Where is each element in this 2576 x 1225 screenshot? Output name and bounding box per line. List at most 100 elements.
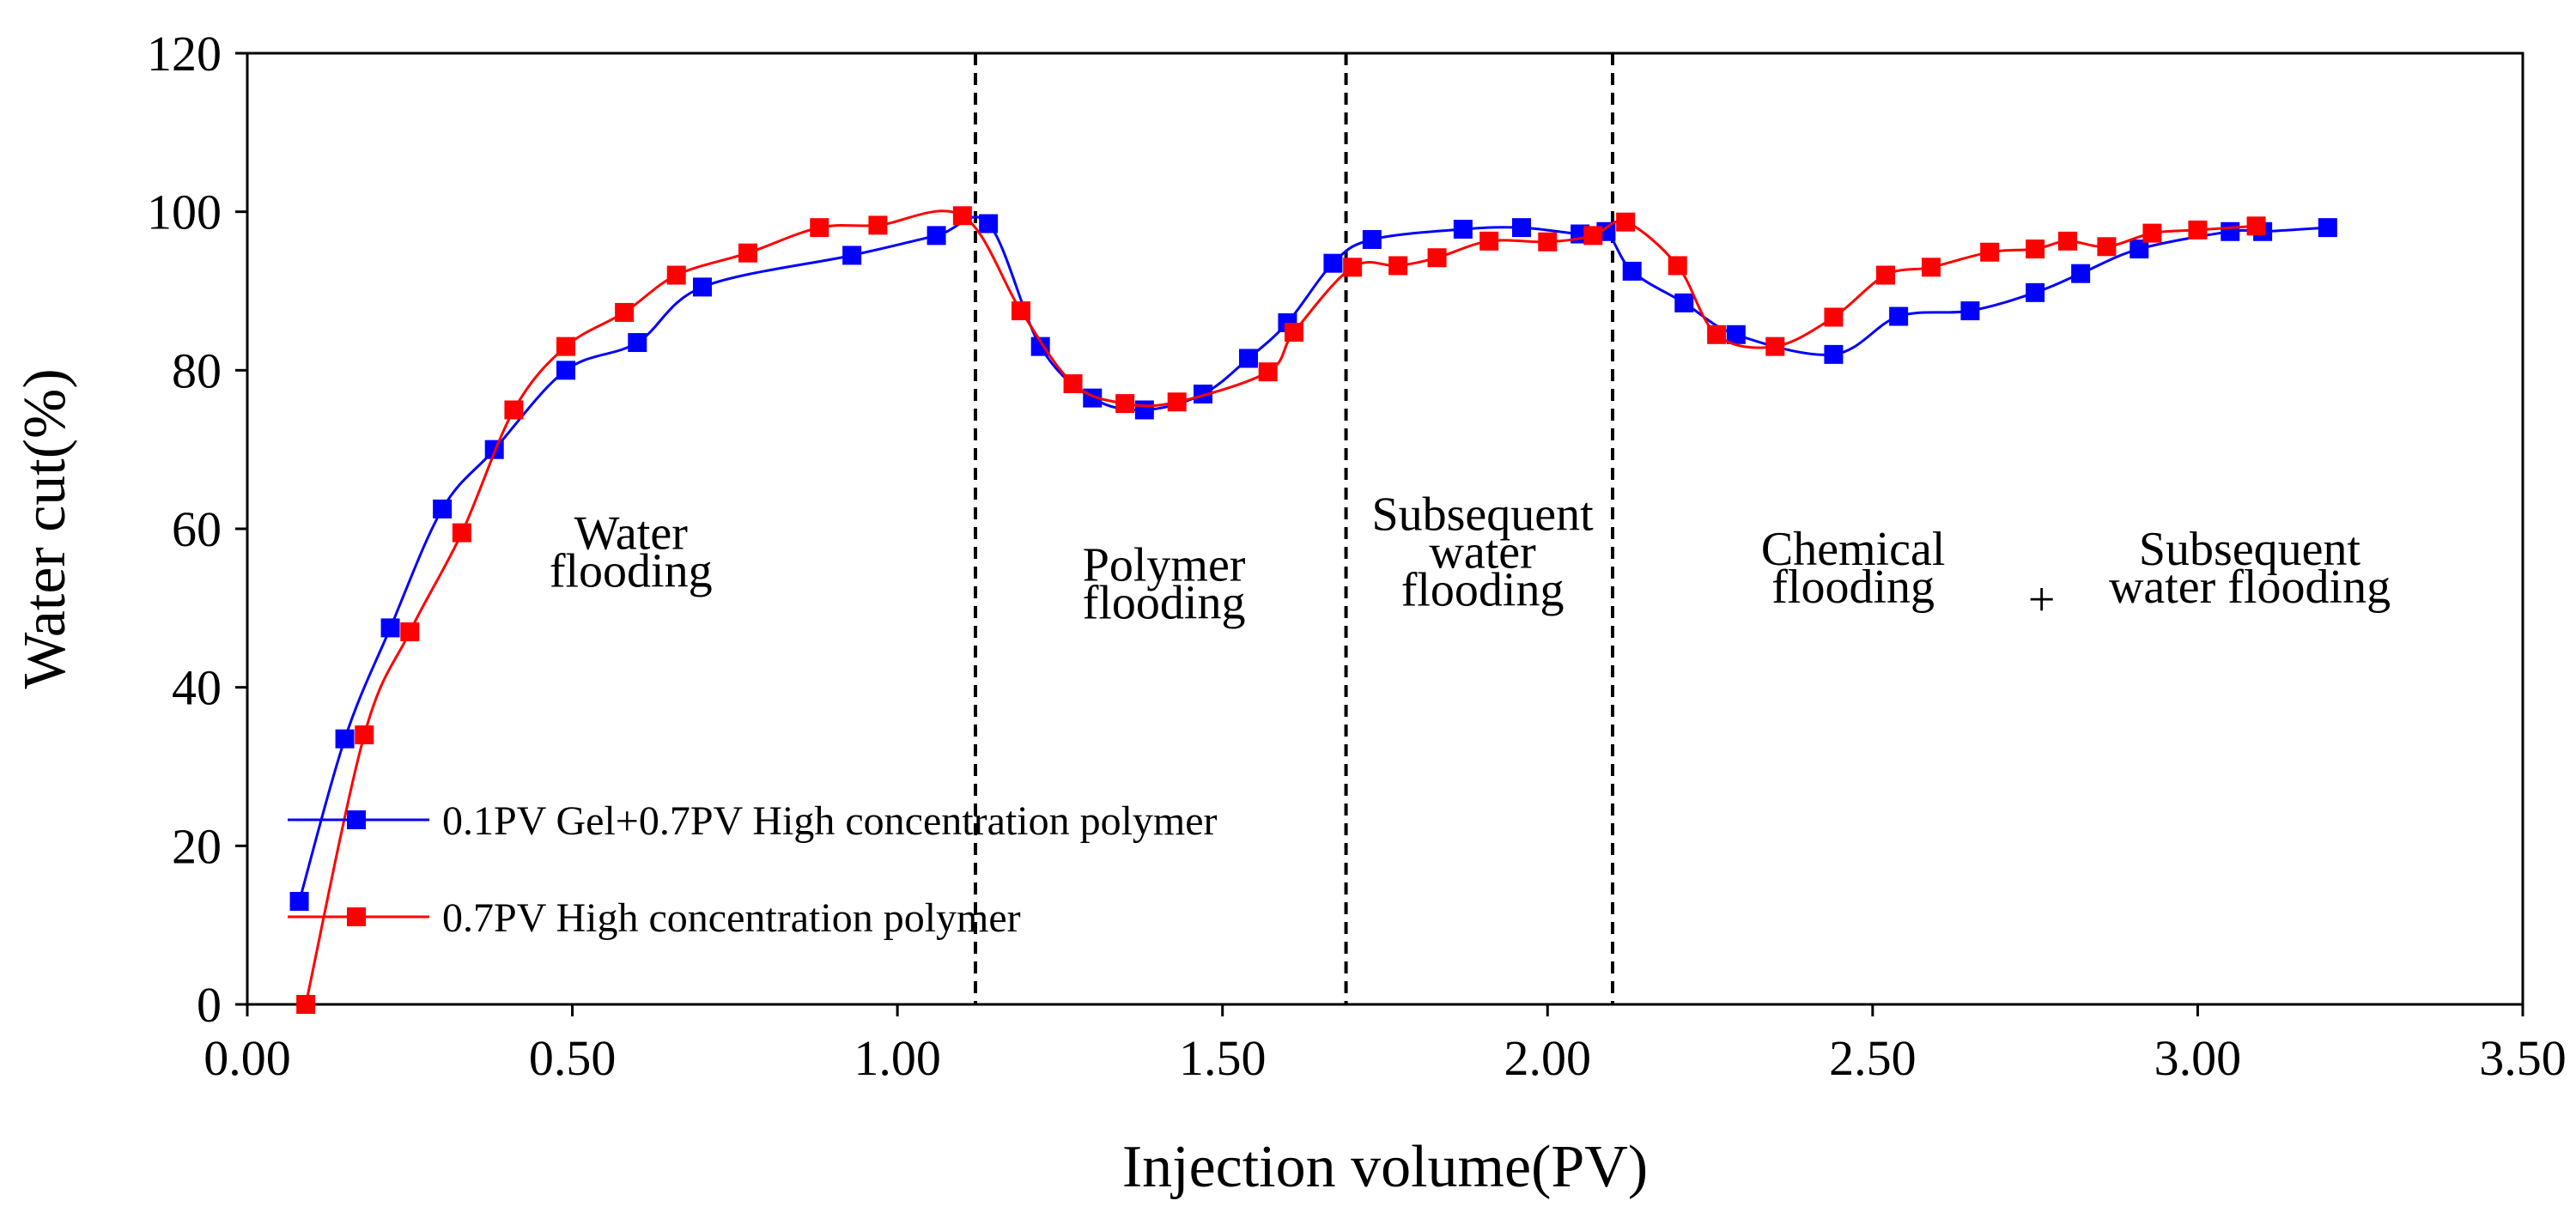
x-tick-label: 1.50 <box>1179 1030 1267 1086</box>
series-1-point <box>1622 261 1642 281</box>
series-2-point <box>1258 362 1278 382</box>
series-1-point <box>2221 221 2240 241</box>
phase-label: + <box>2028 573 2056 627</box>
series-2-point <box>2058 231 2077 251</box>
phase-label: Chemical <box>1761 523 1946 576</box>
phase-label: water <box>1429 526 1536 579</box>
series-1-point <box>1239 349 1258 368</box>
series-1-point <box>335 729 355 749</box>
series-2-point <box>1343 258 1363 277</box>
series-2-point <box>1479 231 1499 251</box>
x-tick-label: 3.00 <box>2154 1030 2242 1086</box>
series-2-point <box>2097 237 2117 257</box>
series-1-point <box>1726 324 1746 344</box>
series-1-point <box>1194 385 1212 404</box>
series-1-point <box>628 333 647 353</box>
series-1-point <box>1453 219 1473 239</box>
series-1-point <box>289 891 309 911</box>
series-1-point <box>433 499 453 519</box>
series-2-point <box>666 265 686 285</box>
series-1-point <box>927 226 946 246</box>
legend-label-1: 0.1PV Gel+0.7PV High concentration polym… <box>442 798 1218 844</box>
series-1-point <box>842 246 862 265</box>
x-tick-label: 2.50 <box>1829 1030 1917 1086</box>
phase-label: Subsequent <box>1371 488 1594 542</box>
legend-marker-1 <box>347 810 366 829</box>
series-2-point <box>296 995 316 1014</box>
phase-label: Water <box>574 507 689 561</box>
series-2-point <box>1115 394 1135 414</box>
x-tick-label: 1.00 <box>854 1030 941 1086</box>
y-tick-label: 20 <box>172 818 222 874</box>
series-1-point <box>2129 240 2149 259</box>
x-axis-ticks: 0.00 0.50 1.00 1.50 2.00 2.50 3.00 3.50 <box>204 1004 2567 1086</box>
series-2-point <box>504 400 524 420</box>
series-2-point <box>1922 258 1941 277</box>
series-2-point <box>1388 256 1408 276</box>
series-2-point <box>452 523 471 543</box>
phase-label: flooding <box>1083 577 1246 630</box>
y-tick-label: 120 <box>147 26 222 82</box>
series-2-point <box>2188 220 2208 240</box>
series-2-point <box>810 218 829 238</box>
phase-label: Polymer <box>1083 539 1246 592</box>
legend-marker-2 <box>347 907 366 926</box>
y-tick-label: 40 <box>172 660 222 716</box>
series-1-point <box>380 618 400 638</box>
series-2-point <box>1538 232 1558 252</box>
series-2-point <box>556 337 575 356</box>
series-1-point <box>2026 282 2045 302</box>
series-2-point <box>738 243 757 263</box>
y-tick-label: 0 <box>197 977 222 1033</box>
series-2-point <box>1583 226 1603 246</box>
phase-dividers <box>974 53 1614 1004</box>
series-2-point <box>2142 223 2162 243</box>
series-2-point <box>1707 324 1727 344</box>
series-2-point <box>1765 337 1785 356</box>
series-2-point <box>1668 256 1687 276</box>
legend-label-2: 0.7PV High concentration polymer <box>442 895 1021 941</box>
y-axis-ticks: 0 20 40 60 80 100 120 <box>147 26 247 1033</box>
series-2-point <box>868 215 888 235</box>
legend: 0.1PV Gel+0.7PV High concentration polym… <box>288 798 1218 941</box>
series-1-point <box>1323 253 1343 273</box>
series-1-point <box>979 214 999 233</box>
series-1-point <box>693 277 712 297</box>
series-2-point <box>355 725 374 745</box>
series-2-point <box>1285 323 1303 343</box>
series-2-point <box>952 206 972 226</box>
series-2-point <box>1063 374 1083 394</box>
series-1-point <box>2071 264 2091 283</box>
x-tick-label: 0.50 <box>529 1030 617 1086</box>
series-1-point <box>1362 229 1382 249</box>
y-tick-label: 100 <box>147 185 222 240</box>
series-1-point <box>1824 344 1844 364</box>
x-tick-label: 0.00 <box>204 1030 291 1086</box>
series-2-point <box>615 302 635 322</box>
series-1-point <box>1134 400 1154 420</box>
phase-label: flooding <box>550 545 713 598</box>
series-2-point <box>1980 242 2000 262</box>
series-2-point <box>1616 212 1636 232</box>
y-tick-label: 60 <box>172 501 222 557</box>
phase-label: flooding <box>1401 564 1564 617</box>
phase-label: water flooding <box>2109 561 2391 614</box>
series-1-point <box>1889 306 1909 326</box>
series-layer <box>289 206 2337 1014</box>
y-axis-title: Water cut(%) <box>12 368 78 688</box>
x-tick-label: 2.00 <box>1504 1030 1592 1086</box>
series-2-point <box>1012 301 1030 321</box>
x-axis-title: Injection volume(PV) <box>1122 1134 1648 1200</box>
series-2-point <box>1427 248 1447 268</box>
series-2-point <box>400 622 420 642</box>
series-1-point <box>2318 218 2337 238</box>
series-2-point <box>1824 307 1844 327</box>
series-2-point <box>1167 392 1187 412</box>
series-1-point <box>556 361 575 380</box>
phase-label: flooding <box>1771 561 1935 614</box>
series-1-point <box>1030 337 1050 356</box>
series-2-point <box>1876 265 1895 285</box>
series-1-point <box>1960 301 1980 321</box>
